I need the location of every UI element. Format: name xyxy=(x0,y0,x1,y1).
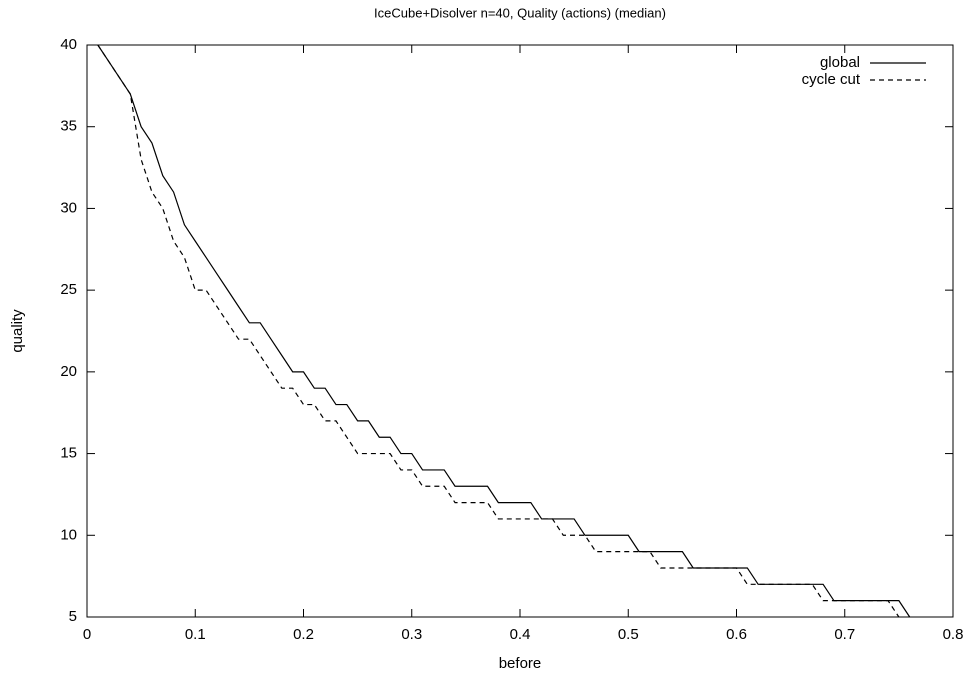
legend-label: global xyxy=(820,54,860,71)
x-tick-label: 0.7 xyxy=(834,626,855,643)
y-tick-label: 35 xyxy=(60,118,77,135)
y-tick-label: 15 xyxy=(60,445,77,462)
plot-frame xyxy=(86,44,954,618)
x-tick-label: 0.3 xyxy=(401,626,422,643)
chart-title: IceCube+Disolver n=40, Quality (actions)… xyxy=(374,5,666,20)
x-tick-label: 0.2 xyxy=(293,626,314,643)
legend-label: cycle cut xyxy=(802,71,861,88)
y-tick-label: 5 xyxy=(69,608,77,625)
y-tick-label: 20 xyxy=(60,363,77,380)
y-axis-label: quality xyxy=(9,309,26,353)
x-tick-label: 0 xyxy=(83,626,91,643)
x-tick-label: 0.5 xyxy=(618,626,639,643)
y-tick-label: 40 xyxy=(60,36,77,53)
x-tick-label: 0.4 xyxy=(510,626,531,643)
series-line xyxy=(97,44,900,618)
y-tick-label: 30 xyxy=(60,199,77,216)
x-axis-label: before xyxy=(499,655,542,672)
series-line xyxy=(97,44,911,618)
y-tick-label: 25 xyxy=(60,281,77,298)
x-tick-label: 0.6 xyxy=(726,626,747,643)
x-tick-label: 0.8 xyxy=(943,626,964,643)
y-tick-label: 10 xyxy=(60,526,77,543)
x-tick-label: 0.1 xyxy=(185,626,206,643)
